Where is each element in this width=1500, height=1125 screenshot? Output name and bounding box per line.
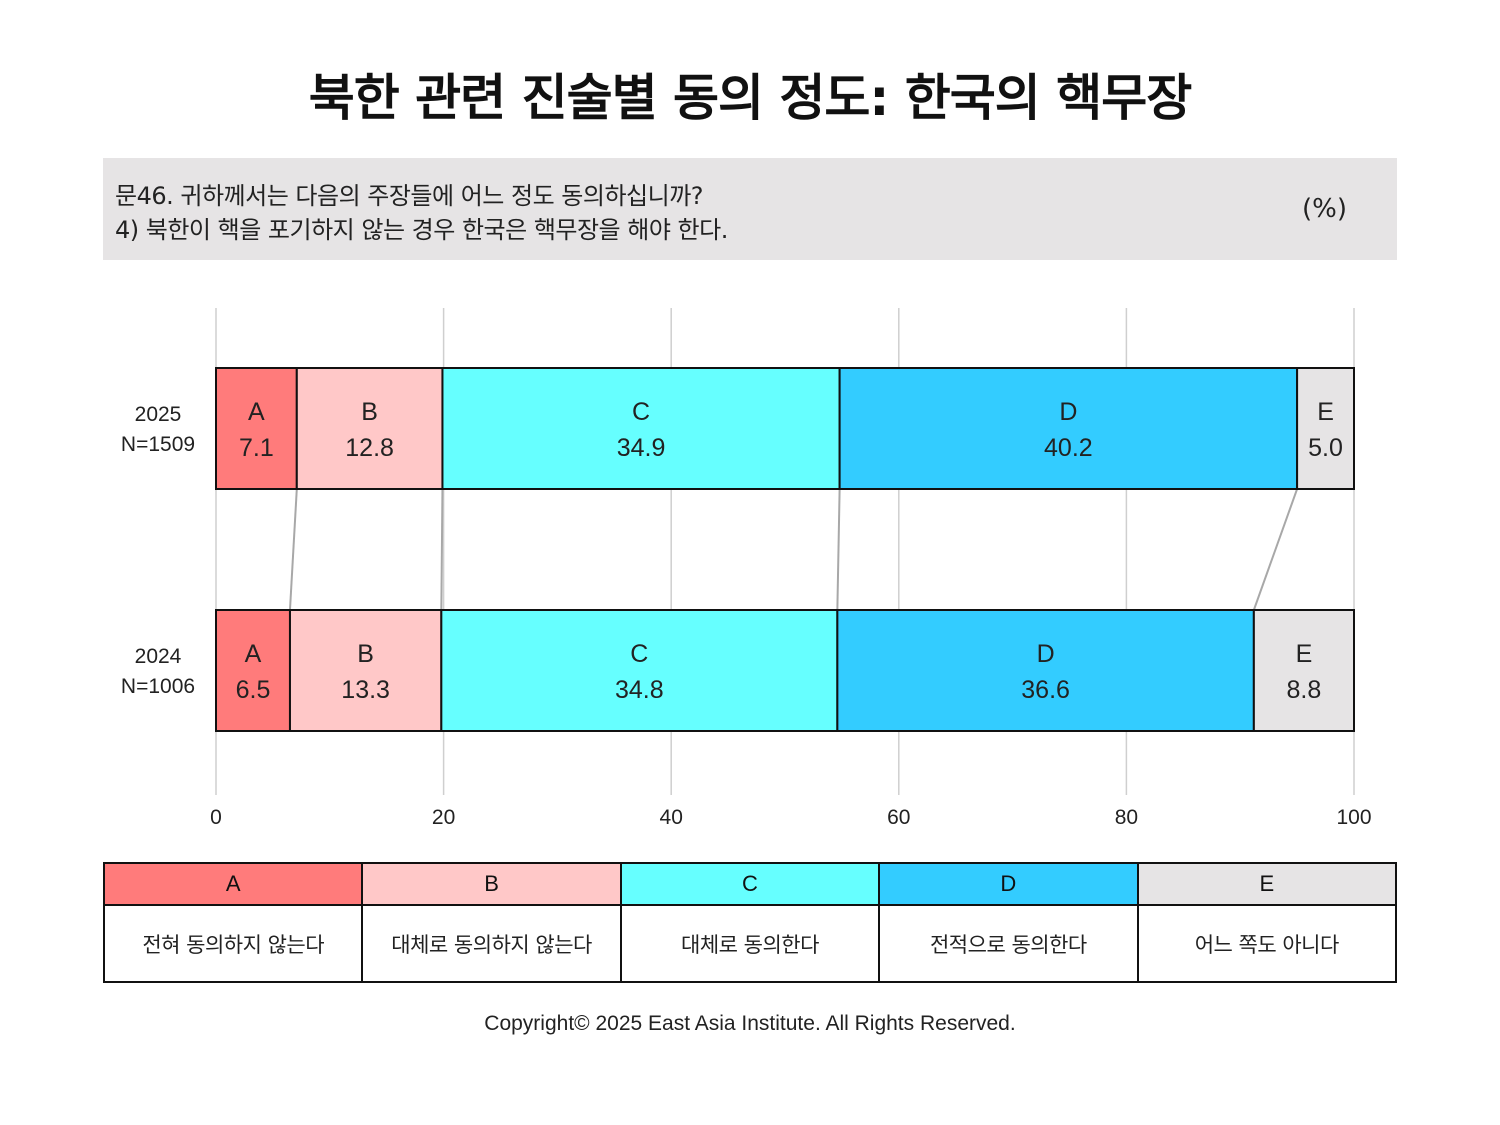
- segment-key-label: B: [357, 640, 374, 668]
- row-year-label: 2024: [135, 645, 182, 668]
- segment-key-label: C: [632, 398, 650, 426]
- bar-segment: [441, 367, 841, 490]
- statement-text: 4) 북한이 핵을 포기하지 않는 경우 한국은 핵무장을 해야 한다.: [115, 216, 728, 244]
- connector-line: [440, 488, 444, 611]
- segment-key-label: D: [1059, 398, 1077, 426]
- copyright-notice: Copyright© 2025 East Asia Institute. All…: [484, 1012, 1016, 1035]
- bar-segment: [288, 609, 443, 732]
- bar-segment: [295, 367, 444, 490]
- legend-key-c: C: [619, 862, 881, 906]
- x-tick-label: 80: [1115, 806, 1138, 829]
- connector-line: [836, 488, 841, 611]
- bar-segment: [215, 367, 298, 490]
- connector-line: [288, 488, 298, 611]
- row-sample-size-label: N=1006: [121, 675, 195, 698]
- x-tick-label: 60: [887, 806, 910, 829]
- bar-segment: [838, 367, 1299, 490]
- unit-label: (%): [1302, 194, 1347, 224]
- segment-value-label: 34.9: [617, 434, 666, 462]
- connector-line: [1252, 488, 1299, 611]
- segment-value-label: 34.8: [615, 676, 664, 704]
- x-tick-label: 40: [660, 806, 683, 829]
- segment-key-label: E: [1296, 640, 1313, 668]
- segment-key-label: B: [361, 398, 378, 426]
- legend-label-b: 대체로 동의하지 않는다: [361, 904, 622, 983]
- segment-value-label: 7.1: [239, 434, 274, 462]
- legend-header-row: A B C D E: [102, 862, 1398, 906]
- legend-key-b: B: [361, 862, 622, 906]
- legend-label-e: 어느 쪽도 아니다: [1136, 904, 1398, 983]
- segment-value-label: 36.6: [1021, 676, 1070, 704]
- x-tick-label: 20: [432, 806, 455, 829]
- segment-key-label: C: [630, 640, 648, 668]
- bar-segment: [215, 609, 291, 732]
- legend-label-d: 전적으로 동의한다: [878, 904, 1139, 983]
- segment-value-label: 12.8: [345, 434, 394, 462]
- legend-key-e: E: [1136, 862, 1398, 906]
- segment-key-label: A: [245, 640, 262, 668]
- legend-description-row: 전혀 동의하지 않는다 대체로 동의하지 않는다 대체로 동의한다 전적으로 동…: [102, 904, 1398, 983]
- segment-value-label: 8.8: [1287, 676, 1322, 704]
- legend-label-c: 대체로 동의한다: [619, 904, 881, 983]
- row-year-label: 2025: [135, 403, 182, 426]
- segment-value-label: 5.0: [1308, 434, 1343, 462]
- legend-label-a: 전혀 동의하지 않는다: [102, 904, 364, 983]
- legend-table: A B C D E 전혀 동의하지 않는다 대체로 동의하지 않는다 대체로 동…: [102, 862, 1398, 983]
- stacked-bar-chart: 0 20 40 60 80 100 A 7.1 B 12.8 C 34.9 D 40.2 E 5.0 2025 N…: [121, 308, 1372, 829]
- legend-key-d: D: [878, 862, 1139, 906]
- bar-segment: [836, 609, 1255, 732]
- segment-key-label: D: [1037, 640, 1055, 668]
- bar-segment: [1252, 609, 1355, 732]
- segment-value-label: 13.3: [341, 676, 390, 704]
- bar-segment: [440, 609, 839, 732]
- segment-value-label: 6.5: [236, 676, 271, 704]
- x-tick-label: 100: [1336, 806, 1371, 829]
- question-text: 문46. 귀하께서는 다음의 주장들에 어느 정도 동의하십니까?: [115, 182, 704, 210]
- question-box: 문46. 귀하께서는 다음의 주장들에 어느 정도 동의하십니까? 4) 북한이…: [103, 158, 1397, 260]
- bar-segment: [1296, 367, 1355, 490]
- segment-value-label: 40.2: [1044, 434, 1093, 462]
- legend-key-a: A: [102, 862, 364, 906]
- row-sample-size-label: N=1509: [121, 433, 195, 456]
- segment-key-label: A: [248, 398, 265, 426]
- segment-key-label: E: [1317, 398, 1334, 426]
- x-tick-label: 0: [210, 806, 222, 829]
- chart-title: 북한 관련 진술별 동의 정도: 한국의 핵무장: [308, 69, 1192, 127]
